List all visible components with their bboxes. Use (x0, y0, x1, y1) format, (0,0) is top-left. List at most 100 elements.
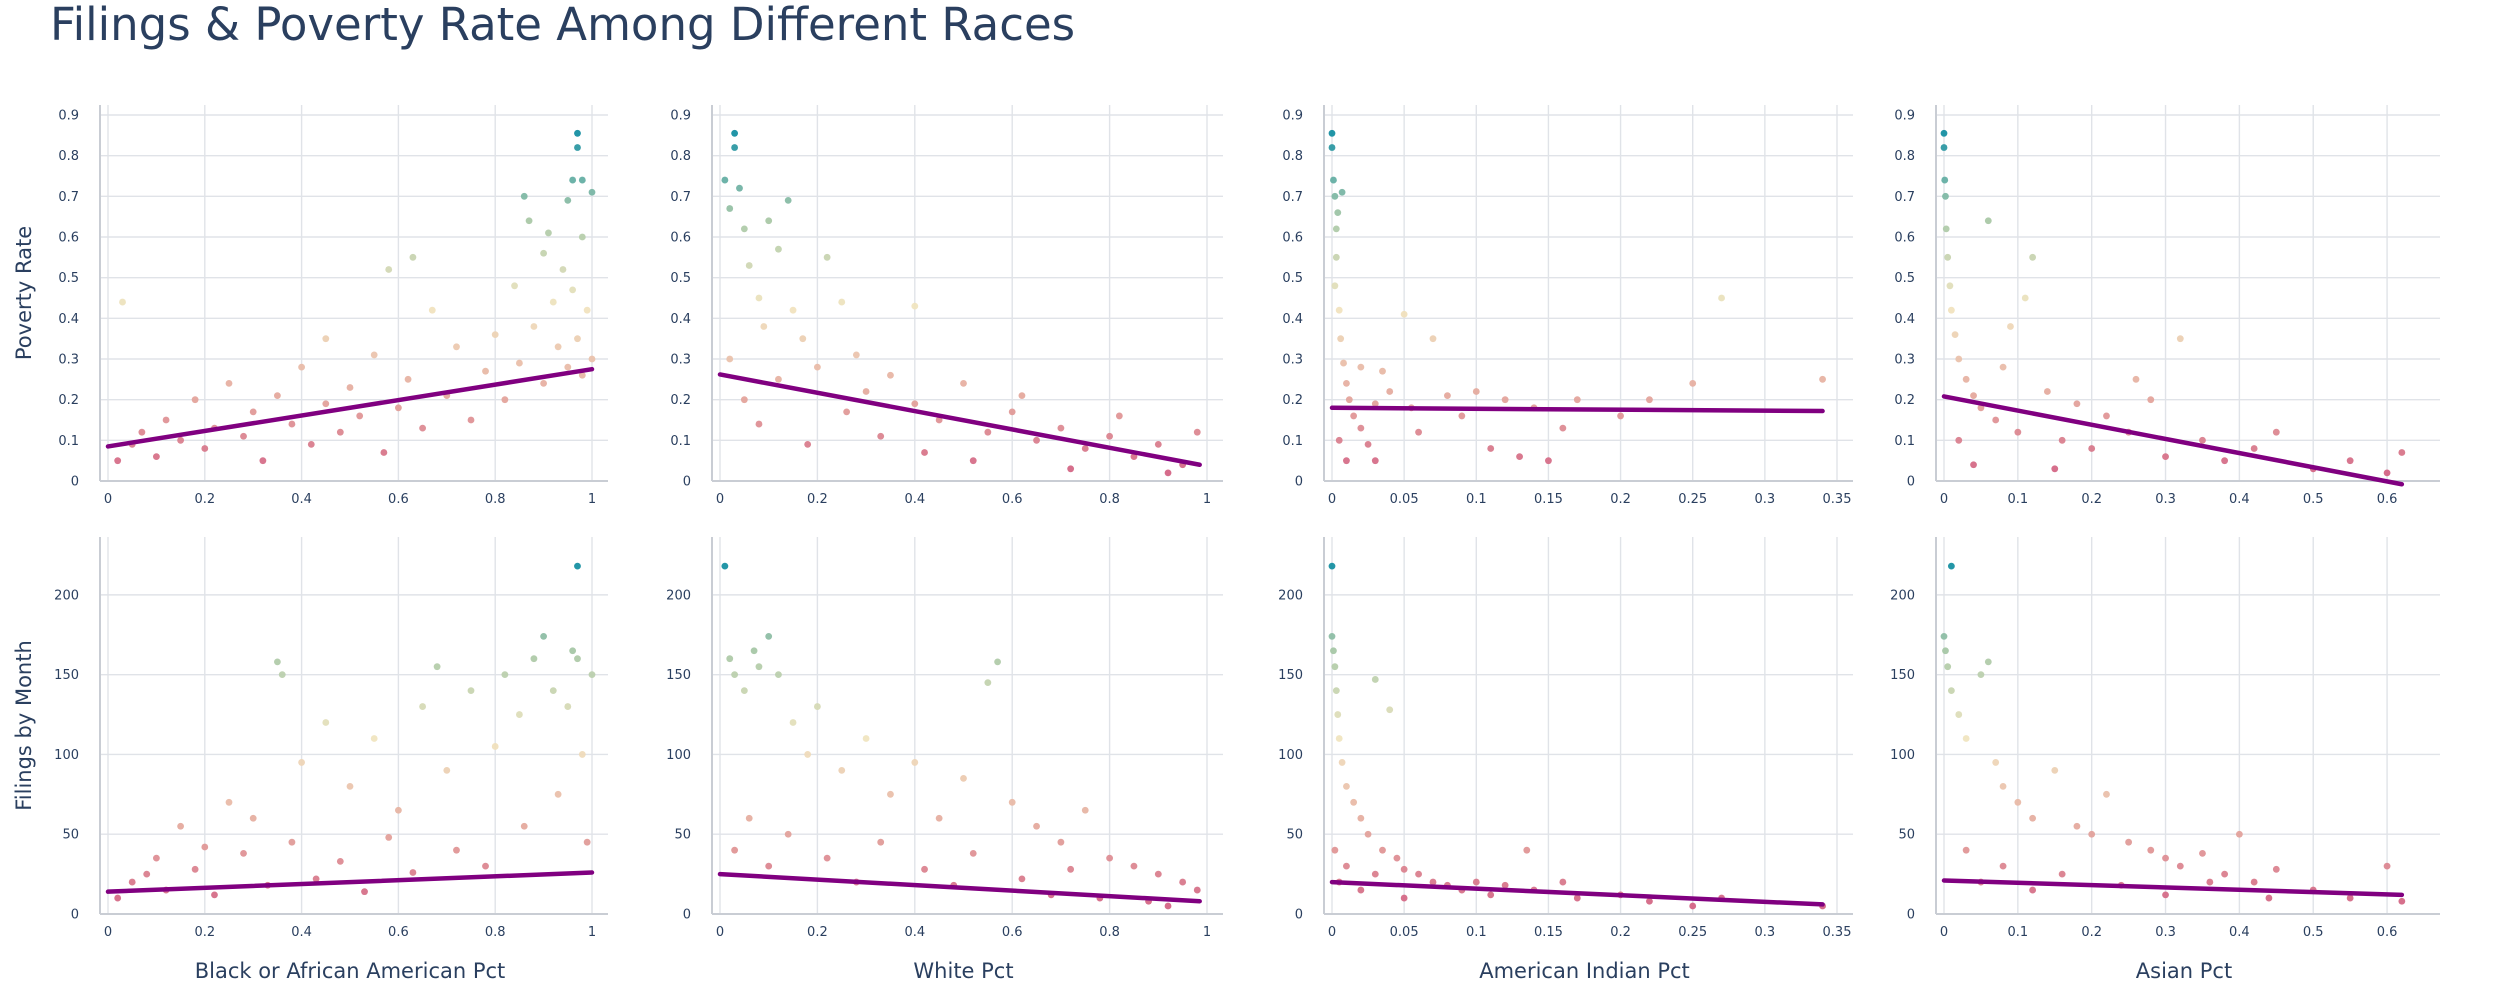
panel-1-4-point (2250, 445, 2258, 452)
panel-1-4-point (2058, 436, 2066, 444)
panel-2-1-point (482, 862, 489, 870)
panel-1-3-point (1364, 441, 1372, 448)
panel-1-4-trend-line (1941, 394, 2405, 487)
panel-2-3-point (1371, 676, 1379, 683)
panel-1-3-point (1501, 396, 1509, 404)
panel-2-2-point (1164, 902, 1172, 910)
panel-1-3-point (1487, 445, 1495, 452)
panel-2-1-point (433, 663, 441, 671)
panel-2-2-point (1106, 854, 1113, 862)
panel-1-4-y-tick-label: 0 (1907, 475, 1915, 490)
panel-2-3-x-tick-label: 0.2 (1610, 925, 1631, 940)
panel-2-4-point (1977, 671, 1985, 679)
panel-2-3-point (1689, 902, 1697, 910)
panel-2-4-x-tick-label: 0.1 (2008, 925, 2029, 940)
panel-1-1-y-axis-title: Poverty Rate (12, 226, 36, 360)
panel-1-3-y-tick-label: 0.1 (1282, 434, 1303, 449)
panel-1-1-x-tick-label: 0 (104, 492, 112, 507)
panel-1-1-point (162, 416, 170, 424)
panel-1-1-point (578, 371, 586, 379)
panel-2-3-point (1472, 878, 1480, 886)
panel-1-1-point (559, 266, 567, 273)
panel-1-3-point (1444, 392, 1451, 399)
panel-1-2-point (784, 197, 792, 204)
panel-2-1-point (569, 647, 577, 655)
panel-1-1-point (574, 144, 581, 151)
panel-1-2-trend-line (717, 372, 1202, 467)
panel-1-1-point (578, 233, 586, 241)
panel-2-2-point (862, 735, 870, 742)
panel-1-2-x-tick-label: 0.8 (1099, 492, 1120, 507)
panel-1-4-y-tick-label: 0.4 (1894, 312, 1915, 327)
panel-1-1-point (138, 428, 146, 436)
panel-1-4-point (1984, 217, 1992, 225)
panel-1-2-point (862, 388, 870, 395)
panel-2-1-point (128, 878, 136, 886)
panel-2-2-point (887, 790, 894, 798)
panel-1-1-point (467, 416, 475, 424)
panel-2-1-x-tick-label: 0.8 (485, 925, 506, 940)
panel-1-2-point (877, 432, 885, 440)
panel-1-1-x-tick-label: 0.6 (388, 492, 409, 507)
panel-2-3-point (1364, 830, 1372, 838)
panel-1-2-y-tick-label: 0.6 (670, 231, 691, 246)
panel-2-4-x-tick-label: 0 (1940, 925, 1948, 940)
panel-2-3-point (1523, 846, 1531, 854)
panel-1-1-point (428, 306, 436, 314)
panel-2-1-point (588, 671, 596, 679)
panel-2-2-point (1018, 875, 1026, 883)
panel-2-4-point (1947, 562, 1955, 570)
panel-2-3-point (1330, 647, 1337, 655)
panel-2-3-point (1573, 894, 1581, 902)
panel-2-2-point (750, 647, 758, 655)
panel-1-2-point (1164, 469, 1172, 477)
panel-1-1-point (201, 445, 209, 452)
panel-1-3-point (1472, 388, 1480, 395)
panel-2-1-point (574, 655, 581, 663)
panel-1-4-y-tick-label: 0.9 (1894, 109, 1915, 124)
panel-1-4-y-tick-label: 0.8 (1894, 149, 1915, 164)
panel-1-2-x-tick-label: 1 (1203, 492, 1211, 507)
panel-1-3-point (1338, 188, 1346, 196)
panel-2-1-trend-line (105, 870, 595, 894)
panel-2-2-y-tick-label: 150 (666, 668, 691, 683)
panel-1-1-point (482, 367, 489, 375)
panel-2-3-point (1335, 735, 1343, 742)
panel-2-3-trend-line (1329, 879, 1825, 907)
panel-1-2-point (852, 351, 860, 359)
panel-2-3-point (1393, 854, 1401, 862)
panel-2-2-point (804, 751, 812, 758)
panel-1-1-y-tick-label: 0.7 (58, 190, 79, 205)
panel-2-3-point (1501, 881, 1509, 889)
panel-1-3-x-tick-label: 0.05 (1390, 492, 1419, 507)
panel-2-1-point (336, 857, 344, 865)
panel-1-3-point (1345, 396, 1353, 404)
panel-1-1-y-tick-label: 0.1 (58, 434, 79, 449)
panel-1-4-point (2162, 453, 2169, 460)
panel-2-4-point (2147, 846, 2155, 854)
panel-1-1-y-tick-label: 0 (71, 475, 79, 490)
panel-2-2-x-tick-label: 0.4 (904, 925, 925, 940)
panel-1-4-point (2043, 388, 2051, 395)
panel-2-4-point (2398, 897, 2406, 905)
panel-1-2-point (740, 225, 748, 233)
panel-2-1-point (225, 798, 233, 806)
panel-2-4-point (2206, 878, 2214, 886)
panel-2-2-point (1067, 865, 1075, 873)
panel-2-2-x-tick-label: 0 (716, 925, 724, 940)
panel-1-1-x-tick-label: 0.2 (194, 492, 215, 507)
panel-1-1-point (554, 343, 562, 351)
panel-1-2-y-tick-label: 0.5 (670, 271, 691, 286)
panel-2-3-point (1429, 878, 1437, 886)
panel-1-2-point (1106, 432, 1113, 440)
panel-1-1-point (574, 335, 581, 343)
panel-1-1-point (574, 129, 581, 137)
panel-2-4-point (1962, 846, 1970, 854)
panel-2-4-point (2265, 894, 2273, 902)
panel-1-4-point (1946, 282, 1954, 290)
panel-2-1-point (540, 632, 547, 640)
panel-1-2-point (731, 144, 739, 151)
panel-1-2-y-tick-label: 0.7 (670, 190, 691, 205)
panel-1-1-point (549, 298, 557, 306)
